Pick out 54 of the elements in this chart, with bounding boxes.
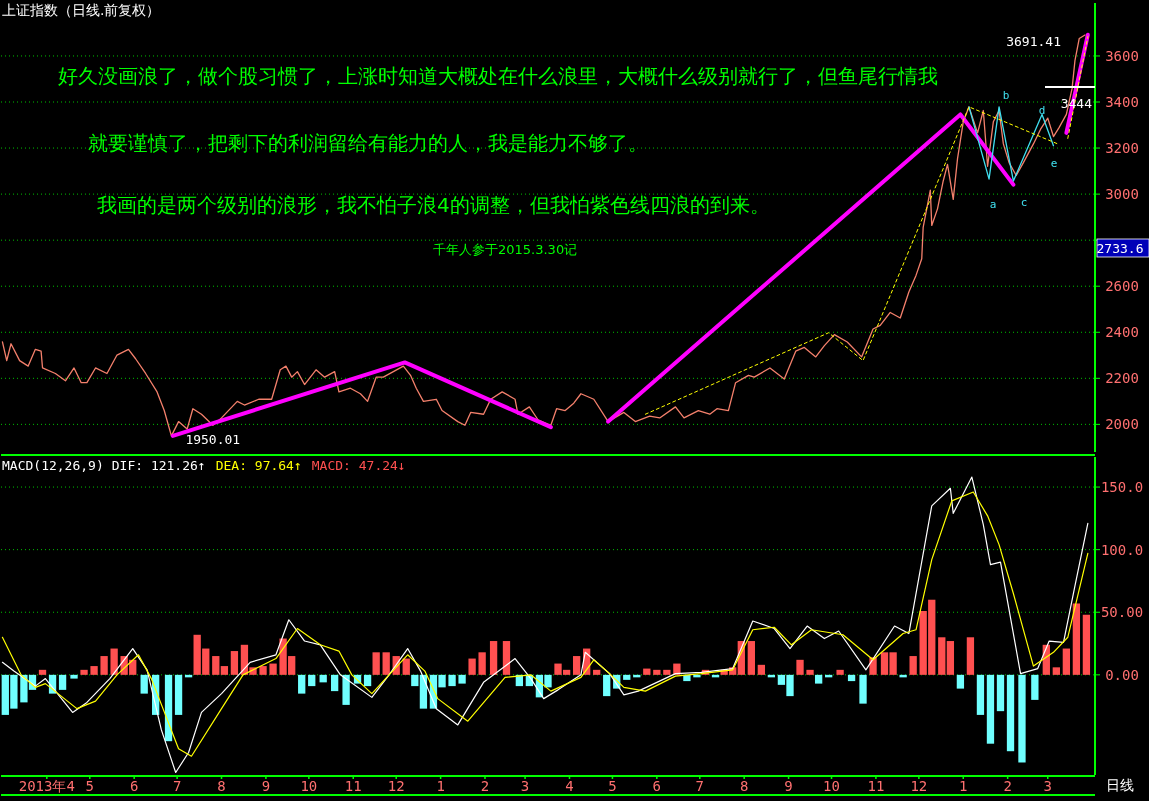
chart-title: 上证指数（日线.前复权） xyxy=(2,2,161,18)
y-tick-label: 0.00 xyxy=(1105,666,1139,683)
y-tick-label: 2000 xyxy=(1105,416,1139,433)
x-tick-label: 10 xyxy=(823,778,840,794)
x-tick-label: 6 xyxy=(652,778,662,794)
x-tick-label: 9 xyxy=(784,778,793,794)
x-tick-label: 5 xyxy=(85,778,94,794)
x-tick-label: 7 xyxy=(172,778,182,794)
y-tick-label: 3000 xyxy=(1105,186,1139,203)
y-tick-label: 150.0 xyxy=(1100,479,1144,496)
text: 日线 xyxy=(1106,777,1134,793)
x-tick-label: 2 xyxy=(1003,778,1012,794)
y-tick-label: 2200 xyxy=(1105,370,1139,387)
annotation: b xyxy=(1002,89,1010,102)
annotation: d xyxy=(1038,104,1046,117)
x-tick-label: 9 xyxy=(261,778,271,794)
x-tick-label: 3 xyxy=(520,778,530,794)
annotation: 1950.01 xyxy=(185,431,241,447)
text: DEA: 97.64↑ xyxy=(215,458,302,473)
annotation: 千年人参于2015.3.30记 xyxy=(433,242,578,257)
x-tick-label: 8 xyxy=(739,778,749,794)
x-tick-label: 1 xyxy=(959,778,968,794)
text: MACD: 47.24↓ xyxy=(311,458,406,473)
y-tick-label: 3400 xyxy=(1105,94,1139,111)
x-tick-label: 7 xyxy=(695,778,704,794)
x-tick-label: 2013年4 xyxy=(18,778,75,794)
y-tick-label: 2400 xyxy=(1105,324,1139,341)
y-tick-label: 3600 xyxy=(1105,47,1139,64)
x-tick-label: 11 xyxy=(867,778,885,794)
x-tick-label: 6 xyxy=(129,778,139,794)
x-tick-label: 3 xyxy=(1043,778,1052,794)
annotation: c xyxy=(1020,196,1028,209)
y-tick-label: 2600 xyxy=(1105,278,1139,295)
text: DIF: 121.26↑ xyxy=(111,458,206,473)
x-tick-label: 1 xyxy=(436,778,445,794)
x-tick-label: 12 xyxy=(910,778,928,794)
annotation: 就要谨慎了，把剩下的利润留给有能力的人，我是能力不够了。 xyxy=(88,131,648,155)
y-tick-label: 3200 xyxy=(1105,140,1139,157)
x-tick-label: 12 xyxy=(387,778,405,794)
legend-title: MACD(12,26,9) xyxy=(2,458,104,473)
annotation: 我画的是两个级别的浪形，我不怕子浪4的调整，但我怕紫色线四浪的到来。 xyxy=(97,193,770,217)
annotation: a xyxy=(989,198,997,211)
annotation: e xyxy=(1050,157,1058,170)
x-tick-label: 8 xyxy=(217,778,226,794)
x-tick-label: 2 xyxy=(480,778,490,794)
text: 2733.6 xyxy=(1096,241,1144,256)
x-tick-label: 4 xyxy=(565,778,574,794)
annotation: 3691.41 xyxy=(1006,34,1061,50)
x-tick-label: 5 xyxy=(608,778,617,794)
y-tick-label: 100.0 xyxy=(1100,541,1144,558)
y-tick-label: 50.00 xyxy=(1100,604,1144,621)
x-tick-label: 10 xyxy=(300,778,318,794)
x-tick-label: 11 xyxy=(344,778,362,794)
annotation: 好久没画浪了，做个股习惯了，上涨时知道大概处在什么浪里，大概什么级别就行了，但鱼尾行情我 xyxy=(58,64,938,88)
